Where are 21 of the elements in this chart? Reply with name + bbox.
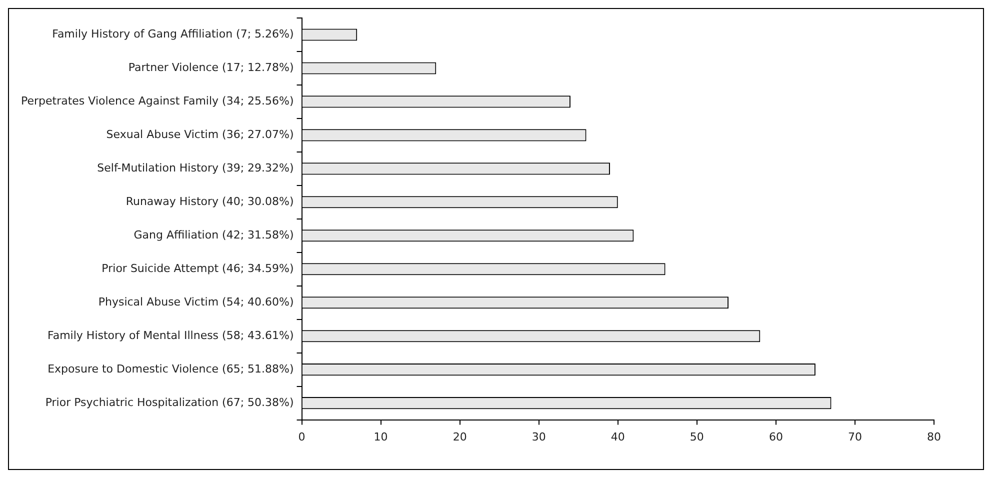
- y-tick-label: Family History of Mental Illness (58; 43.61%): [48, 328, 294, 342]
- y-tick-label: Prior Suicide Attempt (46; 34.59%): [102, 262, 294, 275]
- x-tick-label: 80: [927, 430, 941, 444]
- y-tick-label: Sexual Abuse Victim (36; 27.07%): [106, 128, 294, 142]
- x-tick-label: 70: [848, 430, 862, 444]
- y-tick-label: Runaway History (40; 30.08%): [126, 195, 294, 208]
- x-tick-label: 0: [298, 430, 306, 444]
- y-tick-label: Perpetrates Violence Against Family (34; 25.56%): [20, 94, 294, 108]
- y-tick-label: Self-Mutilation History (39; 29.32%): [97, 162, 294, 175]
- y-tick-label: Family History of Gang Affiliation (7; 5.26%): [52, 28, 294, 41]
- x-tick-label: 10: [374, 430, 388, 444]
- y-tick-label: Exposure to Domestic Violence (65; 51.88%): [48, 362, 294, 376]
- y-tick-label: Gang Affiliation (42; 31.58%): [134, 228, 294, 242]
- x-tick-label: 40: [610, 430, 625, 444]
- x-tick-label: 30: [532, 430, 546, 444]
- y-tick-label: Partner Violence (17; 12.78%): [128, 61, 294, 74]
- y-tick-label: Physical Abuse Victim (54; 40.60%): [98, 295, 294, 308]
- x-tick-label: 50: [690, 430, 704, 444]
- x-tick-label: 60: [768, 430, 783, 444]
- y-tick-label: Prior Psychiatric Hospitalization (67; 50.38%): [45, 396, 294, 409]
- x-tick-label: 20: [452, 430, 467, 444]
